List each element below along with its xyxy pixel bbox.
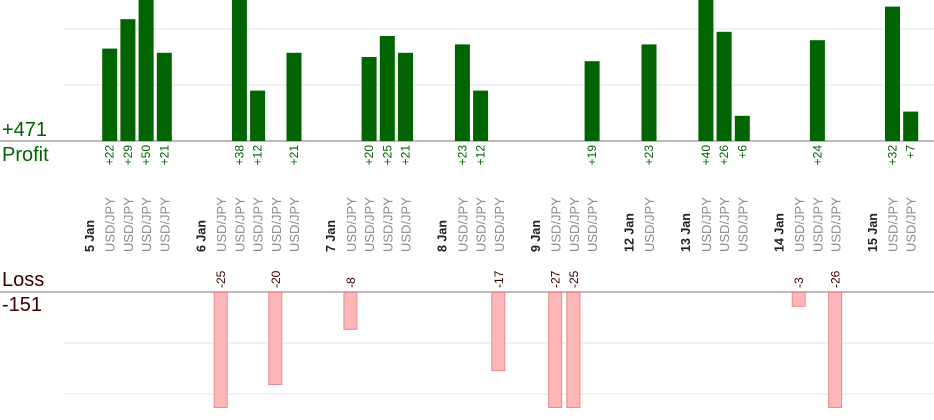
profit-bar — [641, 44, 657, 141]
profit-value-label: +23 — [642, 145, 656, 166]
loss-value-label: -8 — [344, 277, 358, 288]
date-label: 5 Jan — [83, 220, 97, 252]
date-label: 13 Jan — [679, 213, 693, 252]
loss-label: Loss — [2, 269, 45, 291]
profit-bar — [286, 52, 302, 141]
loss-bar — [566, 292, 581, 408]
loss-bar — [268, 292, 283, 385]
date-label: 12 Jan — [622, 213, 636, 252]
instrument-label: USD/JPY — [287, 197, 302, 252]
profit-value-label: +38 — [232, 145, 246, 166]
profit-value-label: +25 — [380, 145, 394, 166]
profit-value-label: +7 — [904, 145, 918, 159]
profit-value-label: +26 — [717, 145, 731, 166]
profit-value-label: +40 — [699, 145, 713, 166]
loss-bar — [548, 292, 563, 408]
instrument-label: USD/JPY — [735, 197, 750, 252]
instrument-label: USD/JPY — [792, 197, 807, 252]
profit-value-label: +19 — [585, 145, 599, 166]
date-label: 6 Jan — [195, 220, 209, 252]
date-label: 15 Jan — [866, 213, 880, 252]
instrument-label: USD/JPY — [214, 197, 229, 252]
profit-value-label: +20 — [362, 145, 376, 166]
instrument-label: USD/JPY — [585, 197, 600, 252]
profit-value-label: +12 — [251, 145, 265, 166]
profit-bar — [156, 52, 172, 141]
instrument-label: USD/JPY — [492, 197, 507, 252]
instrument-label: USD/JPY — [810, 197, 825, 252]
profit-value-label: +23 — [455, 145, 469, 166]
loss-bar — [791, 292, 806, 307]
profit-bar — [231, 0, 247, 141]
instrument-label: USD/JPY — [139, 197, 154, 252]
loss-value-label: -26 — [829, 270, 843, 288]
instrument-label: USD/JPY — [121, 197, 136, 252]
profit-value-label: +21 — [399, 145, 413, 166]
instrument-label: USD/JPY — [717, 197, 732, 252]
profit-bar — [473, 90, 489, 141]
instrument-label: USD/JPY — [362, 197, 377, 252]
loss-value-label: -25 — [567, 270, 581, 288]
instrument-label: USD/JPY — [251, 197, 266, 252]
date-label: 9 Jan — [529, 220, 543, 252]
loss-value-label: -17 — [492, 270, 506, 288]
instrument-label: USD/JPY — [567, 197, 582, 252]
profit-bar — [138, 0, 154, 141]
profit-bar — [398, 52, 413, 141]
profit-value-label: +29 — [121, 145, 135, 166]
instrument-label: USD/JPY — [157, 197, 172, 252]
profit-bar — [102, 48, 118, 141]
loss-value-label: -3 — [792, 277, 806, 288]
instrument-label: USD/JPY — [549, 197, 564, 252]
profit-bar — [716, 31, 732, 141]
profit-value-label: +50 — [139, 145, 153, 166]
instrument-label: USD/JPY — [232, 197, 247, 252]
profit-value-label: +6 — [735, 145, 749, 159]
profit-value-label: +32 — [886, 145, 900, 166]
profit-value-label: +21 — [287, 145, 301, 166]
loss-bar — [491, 292, 506, 372]
profit-bar — [250, 90, 266, 141]
profit-total: +471 — [2, 119, 48, 141]
instrument-label: USD/JPY — [474, 197, 489, 252]
profit-bar — [454, 44, 470, 141]
profit-bar — [885, 6, 900, 141]
loss-bar — [343, 292, 358, 330]
instrument-label: USD/JPY — [399, 197, 414, 252]
instrument-label: USD/JPY — [904, 197, 919, 252]
loss-bar — [828, 292, 843, 408]
profit-bar — [379, 36, 395, 141]
profit-label: Profit — [2, 144, 49, 166]
profit-bar — [361, 57, 377, 141]
date-label: 7 Jan — [324, 220, 338, 252]
loss-bar — [213, 292, 228, 408]
profit-value-label: +22 — [103, 145, 117, 166]
instrument-label: USD/JPY — [269, 197, 284, 252]
instrument-label: USD/JPY — [455, 197, 470, 252]
instrument-label: USD/JPY — [103, 197, 118, 252]
profit-value-label: +24 — [810, 145, 824, 166]
profit-value-label: +12 — [474, 145, 488, 166]
profit-bar — [734, 115, 750, 141]
loss-total: -151 — [2, 294, 43, 316]
instrument-label: USD/JPY — [829, 197, 844, 252]
date-label: 8 Jan — [436, 220, 450, 252]
loss-value-label: -20 — [269, 270, 283, 288]
profit-bar — [903, 111, 919, 141]
instrument-label: USD/JPY — [642, 197, 657, 252]
profit-value-label: +21 — [157, 145, 171, 166]
profit-bar — [698, 0, 714, 141]
instrument-label: USD/JPY — [380, 197, 395, 252]
instrument-label: USD/JPY — [699, 197, 714, 252]
instrument-label: USD/JPY — [886, 197, 901, 252]
loss-value-label: -27 — [549, 270, 563, 288]
profit-bar — [809, 40, 825, 142]
date-label: 14 Jan — [773, 213, 787, 252]
profit-bar — [584, 61, 600, 142]
instrument-label: USD/JPY — [344, 197, 359, 252]
loss-value-label: -25 — [214, 270, 228, 288]
profit-bar — [120, 19, 136, 142]
